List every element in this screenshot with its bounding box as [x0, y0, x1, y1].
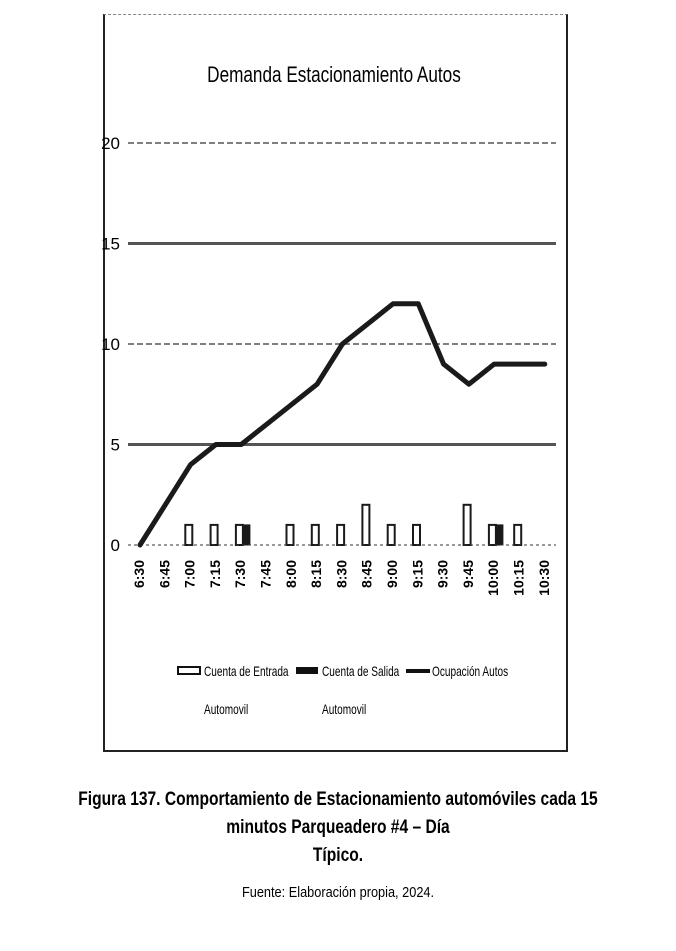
legend-swatch-salida: [296, 667, 318, 674]
bar-entrada: [310, 523, 320, 547]
y-tick-label: 10: [101, 335, 120, 354]
bar-entrada: [386, 523, 396, 547]
figure-caption-line1: Figura 137. Comportamiento de Estacionam…: [78, 789, 598, 838]
x-tick-label: 8:30: [333, 560, 349, 588]
bar-entrada: [184, 523, 194, 547]
x-tick-label: 9:30: [435, 560, 451, 588]
y-tick-label: 20: [101, 134, 120, 153]
chart: Demanda Estacionamiento Autos 0 5 10 15 20 6:3…: [101, 63, 556, 717]
legend-label: Cuenta de Salida: [322, 663, 399, 679]
x-tick-label: 7:45: [258, 560, 274, 588]
bar-entrada: [513, 523, 523, 547]
x-tick-label: 8:45: [359, 560, 375, 588]
x-tick-label: 7:30: [232, 560, 248, 588]
bar-entrada: [209, 523, 219, 547]
x-tick-label: 9:00: [384, 560, 400, 588]
x-tick-label: 7:00: [182, 560, 198, 588]
bar-salida: [242, 524, 251, 546]
y-tick-label: 0: [111, 536, 120, 555]
bar-entrada: [285, 523, 295, 547]
figure-source: Fuente: Elaboración propia, 2024.: [241, 884, 435, 901]
x-tick-label: 10:30: [536, 560, 552, 596]
bar-entrada: [234, 523, 244, 547]
x-tick-label: 8:15: [308, 560, 324, 588]
figure-caption-line2: Típico.: [312, 845, 364, 866]
bar-entrada: [462, 503, 472, 546]
bar-entrada: [361, 503, 371, 546]
x-tick-label: 7:15: [207, 560, 223, 588]
legend-swatch-entrada: [177, 666, 201, 675]
x-tick-label: 6:45: [156, 560, 172, 588]
legend-label: Automovil: [204, 701, 248, 717]
series-line-ocupacion: [137, 301, 548, 548]
x-tick-label: 9:15: [409, 560, 425, 588]
x-tick-label: 9:45: [460, 560, 476, 588]
bar-entrada: [412, 523, 421, 547]
x-tick-label: 8:00: [283, 560, 299, 588]
x-tick-label: 10:00: [485, 560, 501, 596]
figure-caption: Figura 137. Comportamiento de Estacionam…: [61, 786, 615, 870]
bar-salida: [495, 524, 504, 546]
y-tick-label: 5: [111, 436, 120, 455]
chart-frame: [103, 14, 568, 752]
legend-label: Ocupación Autos: [432, 663, 508, 679]
legend-label: Automovil: [322, 701, 366, 717]
bar-entrada: [336, 523, 346, 547]
y-tick-label: 15: [101, 235, 120, 254]
x-tick-label: 6:30: [131, 560, 147, 588]
chart-title: Demanda Estacionamiento Autos: [207, 63, 461, 88]
bar-entrada: [487, 523, 497, 547]
x-tick-label: 10:15: [511, 560, 527, 596]
legend-label: Cuenta de Entrada: [204, 663, 289, 679]
